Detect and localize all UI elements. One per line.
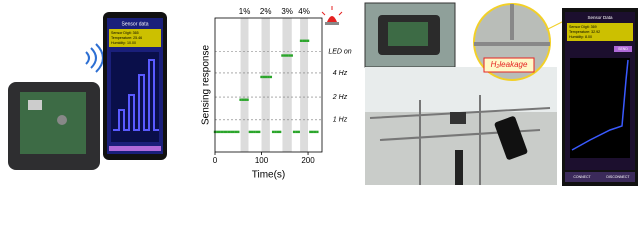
- data-point: [304, 39, 307, 42]
- data-point: [223, 130, 226, 134]
- data-point: [218, 130, 221, 134]
- data-point: [274, 130, 277, 134]
- data-point: [255, 130, 259, 134]
- data-point: [299, 39, 303, 42]
- x-tick-label: 0: [213, 156, 218, 165]
- data-point: [244, 98, 247, 101]
- chip: [28, 100, 42, 110]
- data-point: [264, 75, 268, 79]
- siren: [327, 16, 337, 22]
- lab-sensor: [450, 112, 466, 124]
- readout: Sensor Digit: 369: [569, 25, 597, 29]
- siren-base: [325, 22, 339, 25]
- disconnect-label[interactable]: DISCONNECT: [606, 175, 630, 179]
- data-point: [271, 130, 275, 134]
- data-point: [292, 130, 296, 134]
- data-point: [253, 130, 256, 134]
- threshold-label: LED on: [328, 48, 351, 55]
- wifi-icon: [85, 43, 104, 73]
- band-label: 1%: [239, 7, 251, 16]
- x-tick-label: 100: [255, 156, 269, 165]
- phone-buttons: [565, 172, 635, 182]
- data-point: [220, 130, 224, 134]
- data-point: [295, 130, 298, 134]
- data-point: [267, 75, 270, 79]
- data-point: [260, 75, 263, 79]
- band-label: 2%: [260, 7, 272, 16]
- siren-rays: [321, 6, 343, 16]
- data-point: [302, 39, 305, 42]
- highlight-band: [240, 18, 249, 152]
- leak-rest: leakage: [499, 60, 528, 69]
- readout-box: [109, 29, 161, 47]
- leak-label: H2leakage: [491, 60, 528, 70]
- readout: Humidity: 8.00: [569, 35, 592, 39]
- sensor: [57, 115, 67, 125]
- phone-trace: [571, 59, 629, 151]
- phone-button: [109, 146, 161, 151]
- threshold-label: 4 Hz: [333, 70, 348, 77]
- x-tick-label: 200: [301, 156, 315, 165]
- readout: Sensor Digit: 365: [111, 31, 139, 35]
- connect-label[interactable]: CONNECT: [573, 175, 591, 179]
- band-label: 4%: [298, 7, 310, 16]
- phone-plot: [570, 58, 630, 158]
- data-point: [306, 39, 310, 42]
- data-point: [227, 130, 231, 134]
- highlight-band: [261, 18, 270, 152]
- phone-title: Sensor Data: [587, 15, 613, 20]
- data-point: [290, 54, 293, 57]
- data-point: [232, 130, 235, 134]
- leak-main: H: [491, 60, 497, 69]
- leak-box: [483, 57, 535, 73]
- hand-phone: [494, 116, 528, 160]
- threshold-label: 2 Hz: [332, 94, 348, 101]
- y-axis-label: Sensing response: [201, 45, 212, 125]
- data-point: [248, 130, 252, 134]
- band-label: 3%: [281, 7, 293, 16]
- data-point: [239, 98, 242, 101]
- send-label: SEND: [618, 47, 628, 51]
- data-point: [313, 130, 317, 134]
- readout: Temperature: 25.46: [111, 36, 142, 40]
- plot-frame: [214, 17, 323, 153]
- data-point: [311, 130, 314, 134]
- readout: Humidity: 10.00: [111, 41, 136, 45]
- send-button[interactable]: [614, 46, 632, 52]
- highlight-band: [282, 18, 292, 152]
- zoom-pipe: [474, 4, 550, 46]
- data-point: [237, 130, 240, 134]
- threshold-label: 1 Hz: [333, 117, 348, 124]
- data-point: [288, 54, 291, 57]
- data-point: [251, 130, 254, 134]
- figure: Sensor data Sensor Digit: 365 Temperatur…: [8, 2, 638, 186]
- data-point: [281, 54, 284, 57]
- data-point: [285, 54, 289, 57]
- data-point: [269, 75, 273, 79]
- data-point: [225, 130, 228, 134]
- data-point: [309, 130, 312, 134]
- x-axis-label: Time(s): [252, 170, 286, 181]
- data-point: [234, 130, 238, 134]
- cable: [455, 150, 463, 185]
- highlight-band: [300, 18, 309, 152]
- data-point: [246, 98, 249, 101]
- phone-trace: [113, 59, 159, 131]
- data-point: [278, 130, 282, 134]
- data-point: [241, 98, 245, 101]
- inset-board: [388, 22, 428, 46]
- readout: Temperature: 32.92: [569, 30, 600, 34]
- data-point: [230, 130, 233, 134]
- data-point: [316, 130, 319, 134]
- data-point: [276, 130, 280, 134]
- data-point: [297, 130, 300, 134]
- data-point: [262, 75, 266, 79]
- readout-box: [567, 23, 633, 41]
- phone-title: Sensor data: [122, 21, 149, 27]
- data-point: [216, 130, 219, 134]
- data-point: [257, 130, 261, 134]
- data-point: [283, 54, 286, 57]
- leak-sub: 2: [495, 64, 499, 70]
